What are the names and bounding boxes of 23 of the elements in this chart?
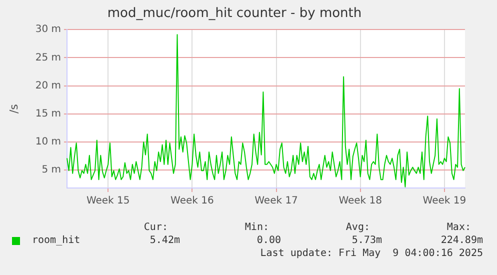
y-tick-label: 30 m bbox=[35, 24, 61, 36]
text: Cur: bbox=[142, 222, 168, 233]
y-tick-label: 15 m bbox=[35, 108, 61, 120]
text: 0.00 bbox=[256, 235, 281, 246]
legend-label: room_hit bbox=[32, 235, 80, 246]
chart-title: mod_muc/room_hit counter - by month bbox=[107, 6, 362, 22]
y-axis-title: /s bbox=[7, 104, 20, 114]
y-tick-label: 10 m bbox=[35, 136, 61, 148]
text: Last update: Fri May 9 04:00:16 2025 bbox=[260, 248, 483, 259]
text: 224.89m bbox=[440, 235, 483, 246]
y-tick-label: 20 m bbox=[35, 80, 61, 92]
x-tick-label: Week 18 bbox=[338, 196, 382, 207]
text: Avg: bbox=[344, 222, 370, 233]
y-tick-label: 25 m bbox=[35, 52, 61, 64]
x-tick-label: Week 17 bbox=[254, 196, 298, 207]
text: Min: bbox=[244, 222, 269, 233]
text: 5.73m bbox=[350, 235, 382, 246]
x-tick-label: Week 15 bbox=[86, 196, 130, 207]
x-tick-label: Week 19 bbox=[422, 196, 466, 207]
text: 5.42m bbox=[148, 235, 180, 246]
x-tick-label: Week 16 bbox=[170, 196, 214, 207]
y-tick-label: 5 m bbox=[42, 164, 61, 176]
text: Max: bbox=[446, 222, 471, 233]
